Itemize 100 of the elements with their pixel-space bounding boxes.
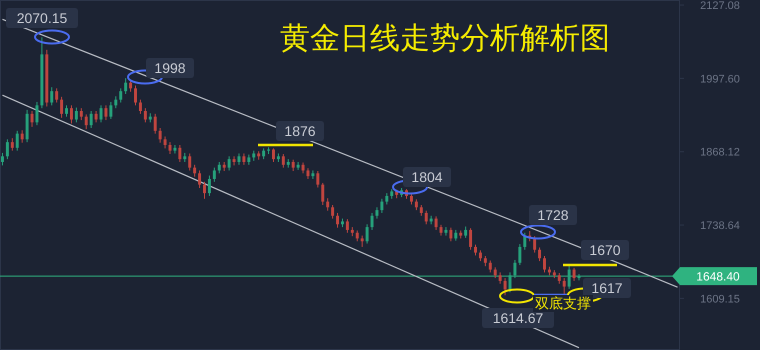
- y-tick-label: 1738.64: [700, 220, 740, 232]
- candlestick: [0, 152, 4, 166]
- candlestick: [478, 250, 482, 262]
- candlestick: [449, 227, 452, 242]
- candlestick: [375, 206, 378, 220]
- candlestick: [518, 244, 522, 266]
- candlestick: [380, 198, 384, 214]
- candlestick: [336, 212, 340, 228]
- candlestick: [410, 194, 413, 205]
- annotation: 1670: [589, 242, 621, 258]
- ref-line-label: 1648.40: [696, 270, 740, 284]
- annotation: 1614.67: [492, 310, 544, 326]
- y-tick-label: 1997.60: [700, 73, 740, 86]
- candlestick: [484, 255, 487, 267]
- candlestick: [474, 244, 477, 256]
- candlestick: [100, 104, 102, 123]
- candlestick: [158, 127, 162, 144]
- candlestick: [282, 154, 285, 168]
- candlestick: [366, 224, 369, 244]
- candlestick: [454, 229, 458, 242]
- candlestick: [370, 212, 374, 230]
- candlestick: [464, 226, 468, 238]
- candlestick: [148, 112, 152, 123]
- candlestick: [533, 236, 536, 254]
- candlestick: [10, 138, 14, 152]
- candlestick: [242, 152, 246, 166]
- candlestick: [543, 255, 546, 273]
- candlestick: [90, 110, 93, 128]
- candlestick: [183, 152, 186, 162]
- candlestick: [144, 108, 147, 123]
- candlestick: [203, 181, 206, 200]
- candlestick: [247, 154, 250, 166]
- annotation: 1876: [284, 123, 316, 139]
- candlestick: [488, 260, 492, 273]
- candlestick: [212, 167, 216, 182]
- candlestick: [306, 168, 310, 180]
- annotation: 1617: [591, 280, 623, 296]
- annotation: 双底支撑: [535, 295, 591, 311]
- candlestick: [198, 170, 202, 189]
- annotation: 2070.15: [16, 10, 68, 26]
- candlestick: [109, 101, 112, 120]
- candlestick: [80, 108, 83, 121]
- candlestick: [30, 110, 34, 128]
- candlestick: [138, 99, 142, 114]
- candlestick: [35, 101, 38, 126]
- candlestick: [188, 152, 192, 171]
- candlestick: [55, 88, 58, 104]
- candlestick: [350, 226, 354, 237]
- candlestick: [434, 216, 438, 230]
- candlestick: [360, 235, 364, 248]
- candlestick: [316, 170, 320, 188]
- candlestick: [232, 156, 236, 166]
- candlestick: [70, 104, 73, 124]
- candlestick: [572, 267, 576, 282]
- candlestick: [420, 204, 423, 216]
- text: 黄金日线走势分析解析图: [280, 22, 610, 55]
- candlestick: [326, 198, 330, 212]
- candlestick: [292, 159, 295, 172]
- candlestick: [60, 96, 64, 118]
- candlestick: [469, 228, 472, 250]
- candlestick: [302, 162, 305, 174]
- candlestick: [164, 136, 167, 149]
- candlestick: [178, 144, 182, 162]
- candlestick: [385, 192, 388, 205]
- candlestick: [114, 96, 118, 109]
- candlestick: [129, 80, 132, 92]
- candlestick: [6, 138, 9, 160]
- candlestick: [208, 175, 211, 196]
- candlestick: [218, 161, 221, 174]
- candlestick: [272, 148, 275, 162]
- annotation: 1804: [411, 169, 443, 185]
- candlestick: [494, 266, 497, 279]
- candlestick: [222, 161, 226, 172]
- candlestick: [94, 110, 98, 123]
- candlestick: [154, 113, 157, 134]
- candlestick: [119, 88, 122, 104]
- candlestick: [504, 278, 507, 296]
- candlestick: [238, 152, 240, 166]
- candlestick: [104, 104, 108, 121]
- y-tick-label: 2127.08: [700, 0, 740, 12]
- candlestick: [74, 107, 78, 123]
- candlestick: [193, 164, 196, 178]
- candlestick: [65, 104, 68, 118]
- annotation: 1998: [154, 60, 186, 76]
- candlestick: [414, 198, 418, 211]
- candlestick: [228, 156, 231, 171]
- candlestick: [498, 272, 502, 284]
- candlestick: [538, 246, 542, 262]
- candlestick: [124, 78, 128, 95]
- candlestick: [558, 272, 561, 284]
- candlestick: [508, 272, 512, 293]
- y-tick-label: 1609.15: [700, 293, 740, 306]
- y-tick-label: 1868.12: [700, 146, 740, 159]
- candlestick: [346, 218, 349, 234]
- candlestick: [562, 278, 566, 294]
- candlestick: [331, 204, 334, 220]
- candlestick: [20, 130, 24, 144]
- annotation: 1728: [537, 207, 569, 223]
- candlestick: [168, 142, 172, 155]
- candlestick: [262, 148, 266, 160]
